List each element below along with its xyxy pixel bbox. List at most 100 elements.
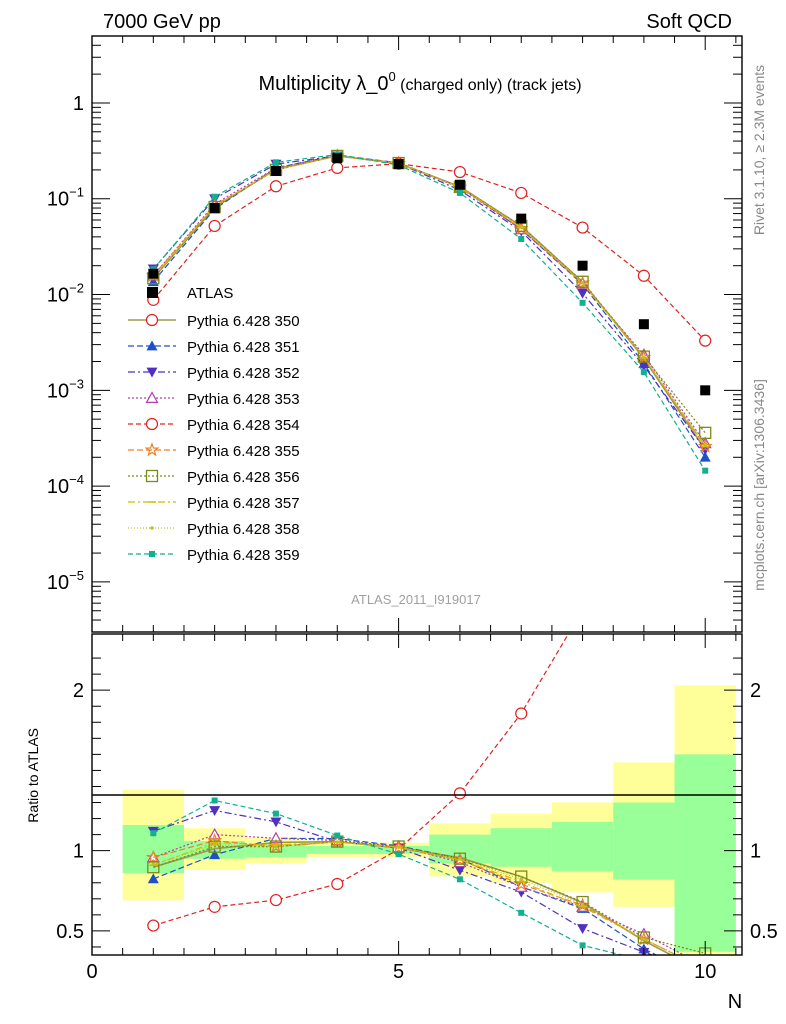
legend-marker-8 (150, 526, 154, 530)
legend-label-6: Pythia 6.428 356 (187, 469, 300, 486)
legend-label-2: Pythia 6.428 352 (187, 365, 300, 382)
legend: ATLAS Pythia 6.428 350 Pythia 6.428 351 Py… (128, 285, 300, 564)
ratio-9-point-8 (579, 942, 586, 949)
ratio-9-point-5 (395, 851, 402, 858)
series-line-3 (152, 154, 706, 444)
ratio-4-point-1 (147, 919, 160, 932)
legend-marker-1 (146, 340, 158, 351)
legend-label-4: Pythia 6.428 354 (187, 417, 300, 434)
series-9-point-8 (579, 299, 586, 306)
ratio-series (145, 476, 712, 991)
ratio-6-point-2 (208, 840, 221, 853)
legend-marker-3 (145, 391, 159, 403)
top-y-tick-label-2: 10−2 (47, 281, 84, 307)
data-point-6 (454, 179, 465, 190)
series-9-point-2 (211, 193, 218, 200)
top-y-tick-label-0: 1 (73, 93, 84, 115)
series-8-point-9 (642, 355, 646, 360)
legend-marker-5 (144, 442, 160, 457)
header-left: 7000 GeV pp (103, 11, 221, 33)
top-y-tick-label-1: 10−1 (47, 185, 84, 211)
series-8-point-8 (580, 280, 585, 285)
band-inner-10 (674, 754, 736, 952)
top-y-tick-label-4: 10−4 (47, 472, 84, 498)
ratio-9-point-10 (702, 985, 708, 991)
ratio-4-point-2 (208, 900, 221, 913)
series-4-point-4 (331, 161, 344, 174)
legend-marker-0 (145, 313, 159, 327)
ratio-8-point-8 (580, 902, 585, 907)
legend-marker-9 (149, 551, 155, 557)
analysis-label: ATLAS_2011_I919017 (351, 592, 481, 607)
ratio-8-point-7 (519, 877, 524, 881)
top-y-tick-label-5: 10−5 (47, 568, 84, 594)
ratio-5-point-1 (145, 849, 161, 864)
ratio-6-point-9 (637, 931, 651, 944)
data-points (148, 153, 711, 396)
series-6-point-8 (576, 275, 589, 288)
ratio-9-point-6 (456, 876, 463, 883)
series-9-point-3 (272, 159, 279, 166)
ratio-4-point-10 (700, 476, 711, 487)
ratio-line-2 (153, 809, 655, 955)
data-point-4 (332, 153, 343, 164)
legend-label-9: Pythia 6.428 359 (187, 547, 300, 564)
chart-title-sup: 0 (388, 69, 395, 84)
series-5-point-10 (697, 438, 713, 453)
ratio-line-8 (153, 841, 680, 955)
ratio-line-7 (153, 841, 678, 955)
ratio-9-point-7 (518, 909, 525, 916)
ratio-1-point-2 (209, 849, 221, 860)
legend-marker-4 (145, 417, 159, 431)
ratio-4-point-3 (269, 893, 283, 907)
header-right: Soft QCD (646, 11, 732, 33)
ratio-8-point-1 (151, 862, 156, 867)
data-point-8 (577, 260, 588, 271)
ratio-6-point-1 (147, 861, 160, 874)
data-point-10 (700, 385, 711, 396)
legend-label-3: Pythia 6.428 353 (187, 391, 300, 408)
data-point-5 (393, 159, 404, 170)
series-8-point-10 (703, 443, 708, 447)
legend-marker-6 (145, 469, 159, 483)
data-point-9 (638, 319, 649, 330)
ratio-y-tick-label-right-1: 1 (750, 841, 761, 863)
ratio-8-point-4 (335, 840, 340, 844)
ratio-panel-frame (91, 633, 743, 956)
series-5-point-8 (575, 275, 590, 290)
legend-data-marker (147, 287, 158, 298)
band-inner-3 (245, 844, 307, 858)
data-point-2 (209, 203, 220, 214)
series-4-point-2 (208, 219, 221, 233)
data-point-1 (148, 268, 159, 279)
ratio-4-point-8 (577, 604, 588, 615)
ratio-9-point-3 (272, 810, 279, 817)
band-inner-4 (306, 845, 368, 854)
series-9-point-7 (518, 235, 525, 242)
ratio-9-point-1 (150, 830, 157, 837)
ratio-3-point-3 (269, 831, 283, 844)
legend-label-7: Pythia 6.428 357 (187, 495, 300, 512)
ratio-y-tick-label-left-0: 0.5 (56, 921, 84, 943)
ratio-y-tick-label-left-1: 1 (73, 841, 84, 863)
axis-ticks: 0 5 10 1 10−1 10−2 10−3 10−4 10−5 0.5 0.5 1 1 2 2 (47, 35, 778, 983)
ratio-4-point-4 (331, 877, 344, 891)
chart-title: Multiplicity λ_00 (charged only) (track … (258, 69, 581, 95)
series-line-1 (152, 154, 706, 458)
ratio-y-tick-label-right-0: 0.5 (750, 921, 778, 943)
series-4-point-6 (453, 165, 467, 179)
series-line-4 (152, 163, 706, 342)
ratio-4-point-7 (515, 707, 528, 720)
legend-label-0: Pythia 6.428 350 (187, 313, 300, 330)
x-tick-label-2: 10 (694, 961, 716, 983)
legend-marker-2 (146, 367, 158, 378)
ratio-5-point-4 (329, 833, 345, 848)
x-axis-label: N (728, 991, 742, 1013)
mcplots-label: mcplots.cern.ch [arXiv:1306.3436] (751, 379, 767, 591)
ratio-y-tick-label-right-2: 2 (750, 680, 761, 702)
ratio-8-point-5 (396, 845, 401, 849)
chart-title-main: Multiplicity λ_0 (258, 73, 388, 95)
ratio-4-point-6 (453, 787, 467, 800)
series-4-point-7 (515, 186, 528, 200)
